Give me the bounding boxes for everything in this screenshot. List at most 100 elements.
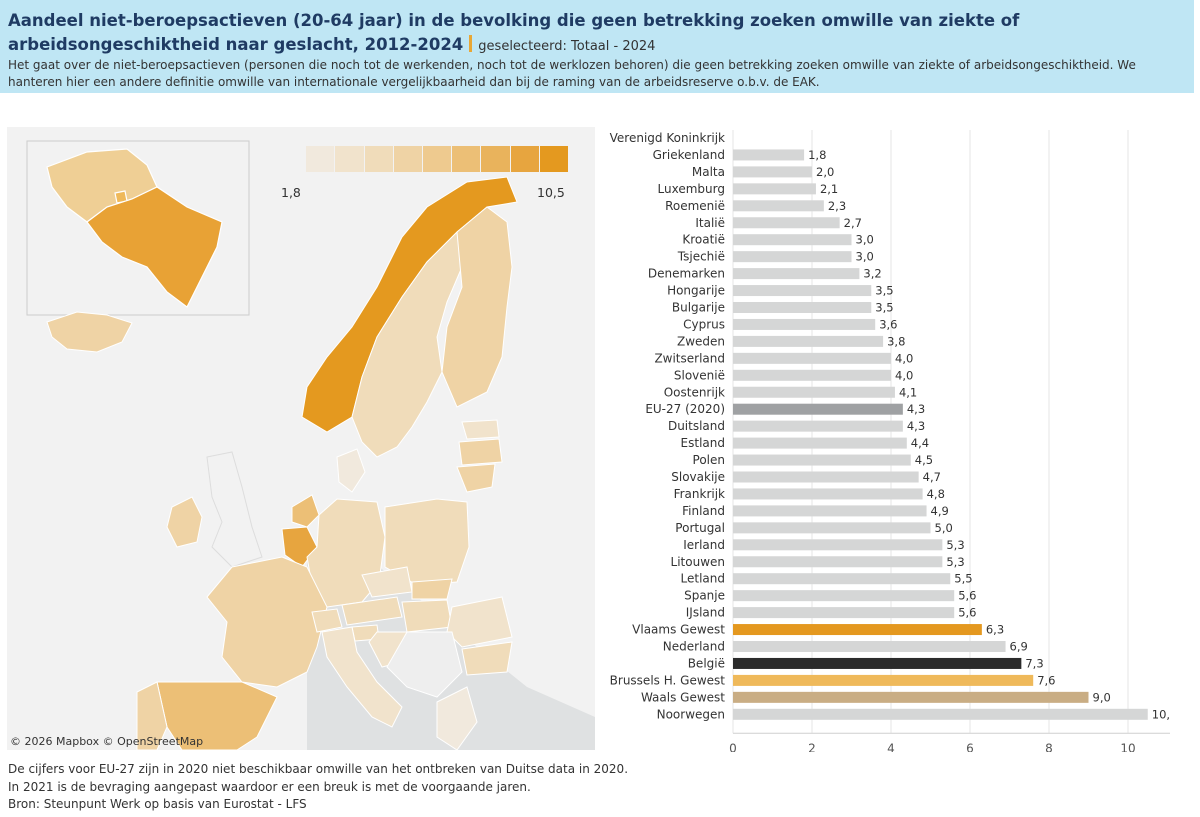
bar bbox=[733, 505, 927, 517]
map-ireland[interactable] bbox=[166, 496, 203, 548]
category-label: Vlaams Gewest bbox=[632, 623, 725, 637]
value-label: 5,3 bbox=[946, 538, 964, 552]
category-label: Slovakije bbox=[671, 470, 725, 484]
category-label: Griekenland bbox=[653, 148, 725, 162]
category-label: Finland bbox=[682, 504, 725, 518]
legend-swatch bbox=[277, 146, 306, 172]
map-estonia[interactable] bbox=[461, 419, 500, 440]
map-greece[interactable] bbox=[436, 686, 478, 750]
bar bbox=[733, 166, 812, 178]
category-label: Cyprus bbox=[683, 317, 725, 331]
value-label: 1,8 bbox=[808, 148, 826, 162]
map-credit: © 2026 Mapbox © OpenStreetMap bbox=[10, 735, 204, 748]
footer-source: Bron: Steunpunt Werk op basis van Eurost… bbox=[8, 797, 307, 811]
header-banner: Aandeel niet-beroepsactieven (20-64 jaar… bbox=[0, 0, 1194, 93]
value-label: 5,6 bbox=[958, 606, 976, 620]
legend-swatch bbox=[306, 146, 335, 172]
value-label: 5,3 bbox=[946, 555, 964, 569]
value-label: 3,6 bbox=[879, 317, 897, 331]
map-uk[interactable] bbox=[206, 451, 263, 568]
category-label: Verenigd Koninkrijk bbox=[610, 131, 725, 145]
bar-layer: Verenigd Koninkrijk Griekenland 1,8 Malta 2,… bbox=[610, 131, 1170, 721]
bar bbox=[733, 437, 907, 449]
legend-swatch bbox=[481, 146, 510, 172]
map-balkans[interactable] bbox=[386, 631, 463, 698]
map-finland[interactable] bbox=[441, 206, 513, 408]
legend-min-label: 1,8 bbox=[281, 185, 301, 200]
bar bbox=[733, 708, 1148, 720]
bar bbox=[733, 285, 872, 297]
category-label: Kroatië bbox=[682, 233, 725, 247]
bar bbox=[733, 268, 860, 280]
title-text: Aandeel niet-beroepsactieven (20-64 jaar… bbox=[8, 11, 1020, 54]
bar bbox=[733, 641, 1006, 652]
value-label: 3,5 bbox=[875, 284, 893, 298]
bar bbox=[733, 522, 931, 534]
category-label: Litouwen bbox=[671, 555, 725, 569]
bar bbox=[733, 403, 903, 415]
value-label: 9,0 bbox=[1093, 690, 1111, 704]
value-label: 7,6 bbox=[1037, 673, 1055, 687]
bar bbox=[733, 607, 955, 619]
category-label: Letland bbox=[681, 572, 725, 586]
x-tick-label: 6 bbox=[966, 741, 974, 752]
map-denmark[interactable] bbox=[336, 448, 366, 493]
legend-swatch bbox=[393, 146, 422, 172]
bar bbox=[733, 234, 852, 246]
bar bbox=[733, 624, 982, 636]
category-label: Oostenrijk bbox=[664, 385, 725, 399]
map-romania[interactable] bbox=[446, 596, 513, 648]
category-label: Frankrijk bbox=[674, 487, 725, 501]
map-netherlands[interactable] bbox=[291, 494, 320, 528]
europe-map[interactable] bbox=[7, 127, 595, 750]
value-label: 4,7 bbox=[923, 470, 941, 484]
category-label: Spanje bbox=[684, 589, 725, 603]
category-label: Slovenië bbox=[674, 368, 725, 382]
value-label: 5,0 bbox=[935, 521, 953, 535]
map-bulgaria[interactable] bbox=[461, 641, 513, 676]
map-iceland[interactable] bbox=[46, 311, 133, 353]
category-label: Denemarken bbox=[648, 267, 725, 281]
category-label: Brussels H. Gewest bbox=[610, 673, 726, 687]
legend-swatch bbox=[335, 146, 364, 172]
category-label: Bulgarije bbox=[672, 301, 725, 315]
legend-swatch bbox=[364, 146, 393, 172]
bar-chart: Verenigd Koninkrijk Griekenland 1,8 Malta 2,… bbox=[610, 130, 1170, 752]
map-hungary[interactable] bbox=[401, 599, 453, 633]
inset-wallonia[interactable] bbox=[86, 186, 223, 308]
page-title: Aandeel niet-beroepsactieven (20-64 jaar… bbox=[8, 9, 1188, 59]
map-latvia[interactable] bbox=[458, 438, 503, 466]
value-label: 4,3 bbox=[907, 419, 925, 433]
map-lithuania[interactable] bbox=[456, 463, 496, 493]
legend-max-label: 10,5 bbox=[537, 185, 565, 200]
map-france[interactable] bbox=[206, 556, 328, 688]
category-label: Malta bbox=[692, 165, 725, 179]
bar bbox=[733, 318, 876, 330]
map-sweden[interactable] bbox=[351, 230, 463, 458]
map-spain[interactable] bbox=[156, 681, 278, 750]
bar bbox=[733, 200, 824, 212]
legend-swatch bbox=[510, 146, 539, 172]
value-label: 3,5 bbox=[875, 301, 893, 315]
map-portugal[interactable] bbox=[136, 681, 168, 750]
bar bbox=[733, 674, 1034, 686]
footer-note-1: De cijfers voor EU-27 zijn in 2020 niet … bbox=[8, 762, 629, 776]
category-label: Estland bbox=[681, 436, 725, 450]
map-slovakia[interactable] bbox=[411, 578, 453, 600]
bar bbox=[733, 657, 1022, 669]
category-label: Italië bbox=[695, 216, 725, 230]
value-label: 10,5 bbox=[1152, 707, 1170, 721]
map-switzerland[interactable] bbox=[311, 608, 343, 633]
map-canvas[interactable] bbox=[7, 127, 595, 750]
bar bbox=[733, 471, 919, 483]
category-label: Tsjechië bbox=[677, 250, 725, 264]
map-italy[interactable] bbox=[321, 626, 403, 728]
category-label: Hongarije bbox=[667, 284, 725, 298]
category-label: Nederland bbox=[663, 640, 725, 654]
legend-swatch bbox=[452, 146, 481, 172]
category-label: Zweden bbox=[677, 334, 725, 348]
map-austria[interactable] bbox=[341, 596, 403, 626]
value-label: 4,0 bbox=[895, 368, 913, 382]
category-label: Polen bbox=[693, 453, 725, 467]
legend-swatch bbox=[423, 146, 452, 172]
